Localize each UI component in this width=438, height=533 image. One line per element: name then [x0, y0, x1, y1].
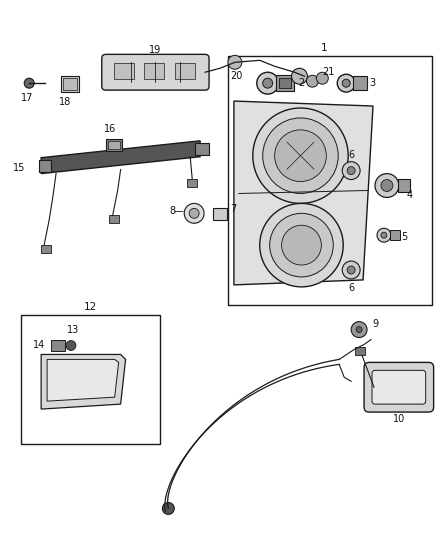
- Circle shape: [347, 167, 355, 175]
- Bar: [51, 340, 65, 351]
- Bar: [390, 230, 400, 240]
- Text: 20: 20: [231, 71, 243, 81]
- Text: 12: 12: [84, 302, 97, 312]
- Text: 21: 21: [322, 67, 335, 77]
- FancyBboxPatch shape: [364, 362, 434, 412]
- Circle shape: [292, 68, 307, 84]
- Text: 13: 13: [67, 325, 79, 335]
- Circle shape: [24, 78, 34, 88]
- Bar: [355, 348, 365, 356]
- Bar: [114, 63, 134, 79]
- Bar: [279, 78, 290, 88]
- Circle shape: [347, 266, 355, 274]
- Text: —: —: [173, 206, 183, 216]
- Polygon shape: [41, 141, 200, 174]
- Text: 18: 18: [59, 97, 71, 107]
- Circle shape: [228, 55, 242, 69]
- Circle shape: [189, 208, 199, 219]
- Text: 3: 3: [369, 78, 375, 88]
- Text: 16: 16: [103, 124, 116, 134]
- Circle shape: [282, 225, 321, 265]
- Bar: [195, 143, 209, 155]
- Circle shape: [162, 503, 174, 514]
- Circle shape: [375, 174, 399, 197]
- Circle shape: [270, 213, 333, 277]
- Circle shape: [260, 204, 343, 287]
- Circle shape: [337, 74, 355, 92]
- Bar: [213, 208, 227, 220]
- Circle shape: [342, 79, 350, 87]
- Text: 14: 14: [33, 341, 45, 351]
- FancyBboxPatch shape: [102, 54, 209, 90]
- Text: 6: 6: [348, 283, 354, 293]
- Circle shape: [184, 204, 204, 223]
- Text: 19: 19: [149, 45, 162, 55]
- Circle shape: [307, 75, 318, 87]
- Text: 5: 5: [401, 232, 407, 242]
- Bar: [106, 139, 122, 151]
- Bar: [353, 76, 367, 90]
- Circle shape: [381, 232, 387, 238]
- Circle shape: [316, 72, 328, 84]
- Circle shape: [381, 180, 393, 191]
- Bar: [63, 78, 77, 90]
- Text: 8: 8: [169, 206, 175, 216]
- Text: 4: 4: [407, 190, 413, 200]
- Circle shape: [275, 130, 326, 182]
- Bar: [21, 314, 160, 444]
- Circle shape: [263, 118, 338, 193]
- Polygon shape: [47, 359, 119, 401]
- Circle shape: [342, 161, 360, 180]
- Bar: [175, 63, 195, 79]
- Circle shape: [263, 78, 273, 88]
- Text: 17: 17: [21, 93, 33, 103]
- Bar: [145, 63, 164, 79]
- Circle shape: [342, 261, 360, 279]
- FancyBboxPatch shape: [372, 370, 426, 404]
- Polygon shape: [41, 354, 126, 409]
- Text: 2: 2: [298, 78, 304, 88]
- Text: 1: 1: [320, 43, 327, 53]
- Bar: [228, 56, 431, 305]
- Polygon shape: [234, 101, 373, 285]
- Circle shape: [356, 327, 362, 333]
- Text: 15: 15: [13, 163, 25, 173]
- Bar: [109, 215, 119, 223]
- Circle shape: [351, 321, 367, 337]
- Text: 6: 6: [348, 150, 354, 160]
- Circle shape: [377, 228, 391, 242]
- Circle shape: [66, 341, 76, 351]
- Bar: [187, 179, 197, 187]
- Circle shape: [257, 72, 279, 94]
- Bar: [276, 75, 293, 91]
- Circle shape: [253, 108, 348, 204]
- Bar: [398, 179, 410, 192]
- Bar: [39, 160, 51, 172]
- Bar: [41, 245, 51, 253]
- Text: 9: 9: [372, 319, 378, 329]
- Text: 7: 7: [230, 204, 236, 214]
- Text: 10: 10: [393, 414, 405, 424]
- Bar: [61, 76, 79, 92]
- Bar: [108, 141, 120, 149]
